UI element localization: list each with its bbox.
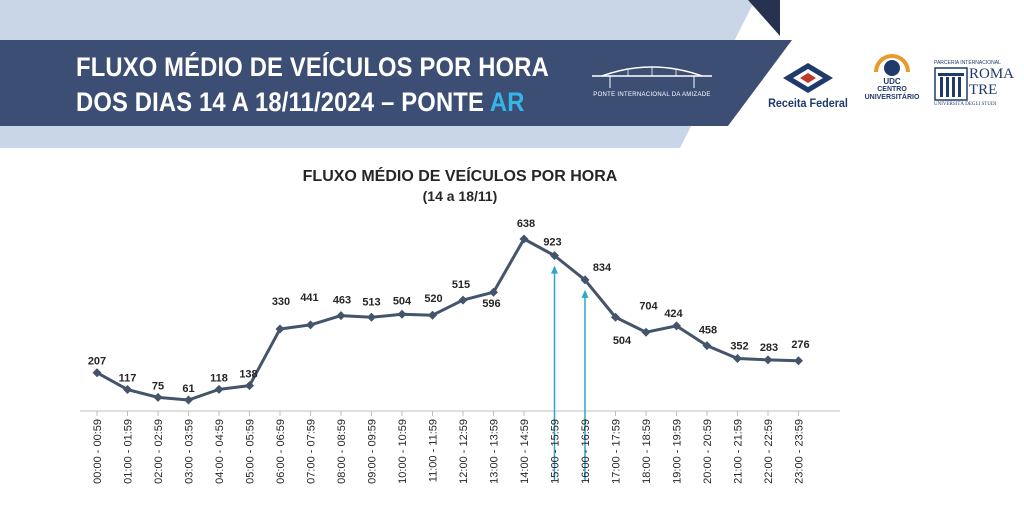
receita-federal-label: Receita Federal: [768, 96, 848, 110]
highlight-arrow-head: [551, 265, 558, 274]
data-point: [550, 251, 559, 261]
data-point: [397, 309, 407, 319]
banner-corner-dark: [748, 0, 780, 36]
data-label: 330: [272, 296, 290, 308]
udc-sublabel: CENTRO UNIVERSITÁRIO: [864, 86, 920, 101]
data-label: 520: [424, 293, 442, 305]
x-tick-label: 04:00 - 04:59: [214, 419, 226, 484]
data-label: 352: [730, 341, 748, 353]
roma-tre-name-1: ROMA: [969, 66, 1015, 82]
data-label: 463: [333, 295, 351, 307]
banner-title-highlight: AR: [489, 87, 525, 117]
receita-federal-logo-icon: [783, 63, 833, 93]
bridge-logo-icon: [592, 66, 712, 88]
roma-tre-name-2: TRE: [969, 82, 998, 98]
x-tick-label: 22:00 - 22:59: [763, 419, 775, 484]
data-label: 118: [210, 372, 228, 384]
x-tick-label: 06:00 - 06:59: [275, 419, 287, 484]
data-point: [794, 356, 803, 366]
data-point: [306, 320, 315, 330]
data-point: [611, 312, 620, 322]
x-tick-label: 21:00 - 21:59: [733, 419, 745, 484]
banner-title-line-2: DOS DIAS 14 A 18/11/2024 – PONTE AR: [76, 87, 525, 118]
data-label: 75: [152, 380, 164, 392]
x-tick-label: 00:00 - 00:59: [92, 419, 104, 484]
data-point: [92, 368, 102, 378]
data-point: [580, 275, 590, 285]
x-tick-label: 23:00 - 23:59: [794, 419, 806, 484]
x-tick-label: 08:00 - 08:59: [336, 419, 348, 484]
header-banner: [0, 0, 792, 148]
chart-subtitle: (14 a 18/11): [422, 188, 498, 204]
data-label: 441: [300, 292, 318, 304]
data-label: 424: [664, 308, 683, 320]
data-label: 596: [482, 298, 500, 310]
data-label: 276: [791, 339, 809, 351]
data-point: [214, 384, 224, 394]
data-point: [367, 312, 376, 322]
roma-tre-subname: UNIVERSITÀ DEGLI STUDI: [934, 102, 997, 107]
data-label: 504: [613, 335, 632, 347]
roma-tre-caption: PARCERIA INTERNACIONAL: [934, 60, 1001, 66]
x-tick-label: 07:00 - 07:59: [306, 419, 318, 484]
x-tick-label: 10:00 - 10:59: [397, 419, 409, 484]
x-tick-label: 13:00 - 13:59: [489, 419, 501, 484]
x-tick-label: 05:00 - 05:59: [245, 419, 257, 484]
data-label: 515: [452, 279, 470, 291]
x-tick-label: 09:00 - 09:59: [367, 419, 379, 484]
data-label: 458: [699, 325, 717, 337]
highlight-arrow-head: [581, 289, 589, 298]
data-label: 138: [239, 369, 257, 381]
data-point: [702, 341, 712, 351]
udc-logo-icon: [874, 54, 910, 76]
data-point: [275, 324, 285, 334]
chart-title: FLUXO MÉDIO DE VEÍCULOS POR HORA: [302, 168, 618, 185]
data-label: 834: [593, 262, 612, 274]
udc-label: UDC: [883, 77, 901, 86]
x-tick-label: 17:00 - 17:59: [611, 419, 623, 484]
data-point: [428, 310, 437, 320]
x-tick-label: 15:00 - 15:59: [550, 419, 562, 484]
x-tick-label: 16:00 - 16:59: [580, 419, 592, 484]
roma-tre-logo-icon: [934, 67, 968, 101]
data-point: [153, 392, 163, 402]
data-point: [458, 295, 468, 305]
x-tick-label: 12:00 - 12:59: [458, 419, 470, 484]
data-label: 504: [393, 295, 412, 307]
x-tick-label: 01:00 - 01:59: [123, 419, 135, 484]
x-tick-label: 18:00 - 18:59: [641, 419, 653, 484]
data-point: [489, 287, 498, 297]
data-point: [336, 311, 346, 321]
data-label: 283: [760, 342, 778, 354]
data-label: 638: [517, 218, 535, 230]
data-point: [733, 354, 742, 364]
banner-title-prefix: DOS DIAS 14 A 18/11/2024 – PONTE: [76, 87, 490, 117]
data-label: 207: [88, 356, 106, 368]
x-tick-label: 19:00 - 19:59: [672, 419, 684, 484]
data-point: [641, 327, 651, 337]
bridge-caption: PONTE INTERNACIONAL DA AMIZADE: [593, 92, 711, 98]
banner-dark-band: [0, 40, 792, 126]
data-point: [672, 321, 681, 331]
x-tick-label: 11:00 - 11:59: [428, 419, 440, 482]
x-tick-label: 03:00 - 03:59: [184, 419, 196, 484]
data-label: 61: [182, 383, 194, 395]
x-tick-label: 14:00 - 14:59: [519, 419, 531, 484]
data-label: 513: [362, 296, 380, 308]
banner-title-line-1: FLUXO MÉDIO DE VEÍCULOS POR HORA: [76, 52, 549, 82]
data-label: 923: [543, 237, 561, 249]
data-point: [245, 381, 254, 391]
data-point: [184, 395, 193, 405]
data-point: [123, 385, 132, 395]
data-label: 117: [119, 373, 137, 385]
series-line: [96, 237, 799, 402]
x-tick-label: 02:00 - 02:59: [153, 419, 165, 484]
data-label: 704: [639, 300, 658, 312]
data-point: [763, 355, 773, 365]
x-tick-label: 20:00 - 20:59: [702, 419, 714, 484]
data-point: [519, 234, 529, 244]
